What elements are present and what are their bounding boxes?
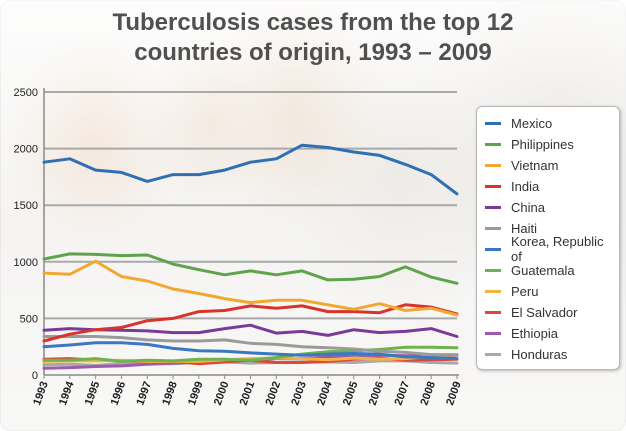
legend-item-el-salvador: El Salvador bbox=[485, 302, 617, 322]
legend-swatch bbox=[485, 352, 501, 356]
legend-item-haiti: Haiti bbox=[485, 218, 617, 238]
legend-label: Philippines bbox=[511, 136, 574, 152]
x-tick-label: 1997 bbox=[134, 380, 154, 407]
x-tick-label: 2009 bbox=[444, 380, 464, 407]
x-tick-label: 2005 bbox=[341, 380, 361, 407]
x-tick-label: 2000 bbox=[212, 380, 232, 407]
legend-swatch bbox=[485, 184, 501, 188]
chart-title: Tuberculosis cases from the top 12 count… bbox=[112, 9, 514, 66]
legend-swatch bbox=[485, 310, 501, 314]
legend-label: India bbox=[511, 178, 540, 194]
series-line-haiti bbox=[42, 335, 459, 357]
x-tick-label: 2003 bbox=[289, 380, 309, 407]
legend-label: Guatemala bbox=[511, 262, 575, 278]
series-line-guatemala bbox=[42, 345, 459, 363]
legend-item-honduras: Honduras bbox=[485, 344, 617, 364]
y-axis-ticks: 0 500 1000 1500 2000 2500 bbox=[14, 87, 38, 382]
x-tick-label: 1999 bbox=[186, 380, 206, 407]
legend-swatch bbox=[485, 268, 501, 272]
legend-label: Mexico bbox=[511, 115, 553, 131]
x-tick-label: 2008 bbox=[418, 380, 438, 407]
x-tick-label: 2007 bbox=[393, 380, 413, 407]
legend-label: Peru bbox=[511, 283, 539, 299]
legend-label: Korea, Republic of bbox=[511, 234, 604, 264]
y-tick-label: 1500 bbox=[14, 200, 38, 212]
legend-item-mexico: Mexico bbox=[485, 113, 617, 133]
x-axis-ticks: 1993 1994 1995 1996 1997 1998 1999 2000 2001 2002… bbox=[31, 379, 464, 407]
legend-swatch bbox=[485, 163, 501, 167]
legend-label: Ethiopia bbox=[511, 325, 558, 341]
legend-item-china: China bbox=[485, 197, 617, 217]
legend-swatch bbox=[485, 289, 501, 293]
legend-item-india: India bbox=[485, 176, 617, 196]
x-tick-label: 1994 bbox=[57, 379, 77, 407]
y-tick-label: 1000 bbox=[14, 257, 38, 269]
series-line-honduras bbox=[42, 359, 459, 367]
series-line-india bbox=[42, 303, 459, 343]
legend-item-philippines: Philippines bbox=[485, 134, 617, 154]
series-line-vietnam bbox=[42, 259, 459, 317]
legend-label: China bbox=[511, 199, 545, 215]
y-tick-label: 2000 bbox=[14, 144, 38, 156]
x-tick-label: 1996 bbox=[109, 380, 129, 407]
legend-item-korea-republic-of: Korea, Republic of bbox=[485, 234, 617, 264]
legend-item-vietnam: Vietnam bbox=[485, 155, 617, 175]
series-line-mexico bbox=[42, 143, 459, 196]
axes bbox=[43, 88, 459, 379]
legend-swatch bbox=[485, 247, 501, 251]
legend-item-peru: Peru bbox=[485, 281, 617, 301]
series-line-china bbox=[42, 323, 459, 338]
legend: Mexico Philippines Vietnam India China Haiti K… bbox=[476, 106, 620, 370]
legend-swatch bbox=[485, 142, 501, 146]
legend-swatch bbox=[485, 121, 501, 125]
legend-swatch bbox=[485, 205, 501, 209]
legend-label: Vietnam bbox=[511, 157, 559, 173]
x-tick-label: 2004 bbox=[315, 379, 335, 407]
x-tick-label: 2006 bbox=[367, 380, 387, 407]
legend-swatch bbox=[485, 331, 501, 335]
series-lines bbox=[42, 143, 459, 370]
x-tick-label: 2001 bbox=[238, 380, 258, 407]
gridlines bbox=[44, 91, 457, 320]
legend-label: Haiti bbox=[511, 220, 538, 236]
y-tick-label: 500 bbox=[20, 313, 38, 325]
legend-item-guatemala: Guatemala bbox=[485, 260, 617, 280]
series-line-philippines bbox=[42, 252, 459, 285]
legend-item-ethiopia: Ethiopia bbox=[485, 323, 617, 343]
y-tick-label: 0 bbox=[32, 370, 38, 382]
legend-label: Honduras bbox=[511, 346, 568, 362]
x-tick-label: 1995 bbox=[83, 380, 103, 407]
x-tick-label: 1998 bbox=[160, 380, 180, 407]
series-line-korea-republic-of bbox=[42, 341, 459, 361]
x-tick-label: 2002 bbox=[263, 380, 283, 407]
legend-label: El Salvador bbox=[511, 304, 578, 320]
x-tick-label: 1993 bbox=[31, 380, 51, 407]
y-tick-label: 2500 bbox=[14, 87, 38, 99]
legend-swatch bbox=[485, 226, 501, 230]
